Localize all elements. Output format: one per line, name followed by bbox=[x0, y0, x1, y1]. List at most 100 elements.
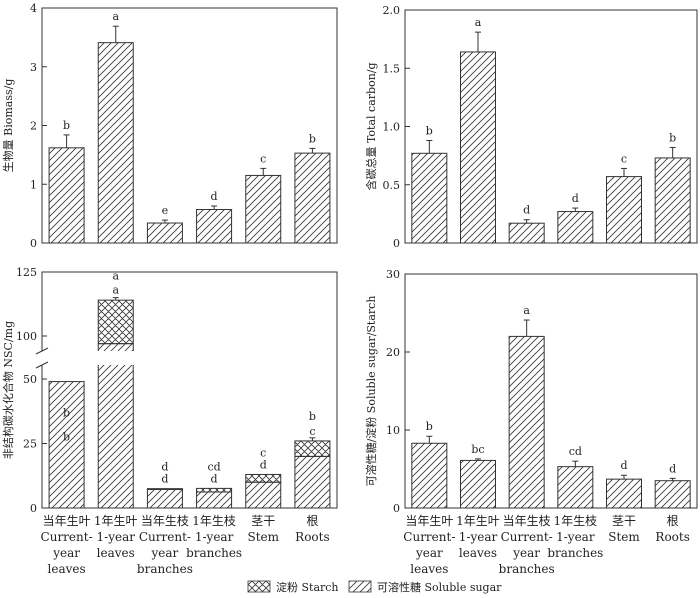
significance-letter: d bbox=[669, 462, 676, 475]
significance-letter-total: c bbox=[260, 446, 266, 459]
category-label: 1-year bbox=[556, 530, 595, 544]
category-label: Roots bbox=[295, 530, 329, 544]
significance-letter: b bbox=[309, 132, 316, 145]
category-label: year bbox=[415, 546, 443, 560]
y-tick-label: 25 bbox=[23, 438, 37, 451]
category-label: 茎干 bbox=[251, 514, 275, 528]
y-tick-label: 50 bbox=[23, 373, 37, 386]
bar-break-gap bbox=[48, 351, 86, 365]
bar bbox=[508, 335, 545, 509]
significance-letter: b bbox=[426, 420, 433, 433]
bar bbox=[606, 478, 642, 509]
significance-letter: a bbox=[475, 16, 482, 29]
y-axis-label: 生物量 Biomass/g bbox=[1, 79, 15, 173]
significance-letter: a bbox=[112, 10, 119, 23]
significance-letter-total: b bbox=[309, 410, 316, 423]
legend-starch-label: 淀粉 Starch bbox=[276, 580, 339, 594]
significance-letter-total: b bbox=[63, 407, 70, 420]
category-label: Current- bbox=[41, 530, 93, 544]
category-label: 1-year bbox=[97, 530, 136, 544]
category-label: year bbox=[52, 546, 80, 560]
y-axis-label: 非结构碳水化合物 NSC/mg bbox=[1, 321, 15, 459]
y-tick-label: 2.0 bbox=[383, 4, 401, 17]
significance-letter-sugar: a bbox=[112, 284, 119, 297]
bar-starch bbox=[245, 473, 282, 483]
legend-sugar-label: 可溶性糖 Soluble sugar bbox=[377, 580, 502, 594]
bar-break-gap bbox=[97, 351, 135, 365]
significance-letter-sugar: d bbox=[211, 472, 218, 485]
y-tick-label: 125 bbox=[16, 266, 37, 279]
bar-soluble-sugar bbox=[196, 491, 233, 509]
y-tick-label: 4 bbox=[30, 2, 37, 15]
category-label: 1-year bbox=[195, 530, 234, 544]
significance-letter-total: cd bbox=[207, 460, 220, 473]
significance-letter-sugar: c bbox=[309, 425, 315, 438]
plot-frame bbox=[404, 9, 698, 244]
bar bbox=[606, 176, 642, 244]
significance-letter: c bbox=[621, 152, 627, 165]
bar bbox=[508, 222, 545, 244]
category-label: 1-year bbox=[459, 530, 498, 544]
bar-starch bbox=[294, 440, 331, 457]
bar-soluble-sugar bbox=[97, 343, 134, 509]
category-label: 1年生枝 bbox=[554, 513, 598, 528]
bar-starch bbox=[97, 299, 134, 345]
y-tick-label: 1 bbox=[30, 178, 37, 191]
bar-starch bbox=[196, 487, 233, 493]
significance-letter: b bbox=[63, 119, 70, 132]
category-label: 当年生叶 bbox=[43, 514, 91, 528]
y-tick-label: 0.5 bbox=[383, 179, 401, 192]
y-tick-label: 10 bbox=[386, 424, 400, 437]
category-label: Current- bbox=[139, 530, 191, 544]
bar bbox=[654, 480, 691, 509]
y-tick-label: 1.5 bbox=[383, 62, 401, 75]
bar bbox=[411, 152, 448, 244]
significance-letter: bc bbox=[471, 443, 484, 456]
y-axis-label: 可溶性糖/淀粉 Soluble sugar/Starch bbox=[364, 296, 378, 487]
significance-letter: c bbox=[260, 152, 266, 165]
bar bbox=[146, 222, 183, 244]
plot-frame bbox=[41, 7, 338, 244]
plot-frame bbox=[404, 273, 698, 509]
significance-letter: d bbox=[620, 459, 627, 472]
significance-letter: a bbox=[523, 304, 530, 317]
significance-letter: e bbox=[162, 204, 169, 217]
category-label: 1年生枝 bbox=[192, 513, 236, 528]
bar bbox=[557, 211, 594, 244]
category-label: leaves bbox=[97, 546, 135, 560]
significance-letter: b bbox=[426, 124, 433, 137]
y-tick-label: 1.0 bbox=[383, 121, 401, 134]
significance-letter: d bbox=[572, 192, 579, 205]
y-tick-label: 3 bbox=[30, 61, 37, 74]
y-tick-label: 30 bbox=[386, 268, 400, 281]
bar bbox=[411, 442, 448, 509]
category-label: 当年生叶 bbox=[405, 514, 453, 528]
significance-letter-total: a bbox=[112, 270, 119, 283]
y-tick-label: 0 bbox=[393, 237, 400, 250]
category-label: Roots bbox=[655, 530, 689, 544]
total-carbon-chart: 0 0.5 1.0 1.5 2.0 含碳总量 Total carbon/g b a d d c b bbox=[364, 4, 698, 250]
significance-letter: cd bbox=[569, 445, 582, 458]
category-label: Current- bbox=[403, 530, 455, 544]
bar-starch bbox=[146, 488, 183, 490]
axis-break-mark bbox=[35, 347, 49, 355]
legend-sugar-swatch bbox=[348, 580, 372, 593]
axis-break-mark bbox=[35, 361, 49, 369]
sugar-starch-ratio-chart: 0 10 20 30 可溶性糖/淀粉 Soluble sugar/Starch b bc a c… bbox=[364, 268, 698, 576]
category-label: year bbox=[512, 546, 540, 560]
category-label: 根 bbox=[667, 514, 679, 528]
category-label: 当年生枝 bbox=[141, 513, 189, 528]
significance-letter-sugar: d bbox=[161, 473, 168, 486]
category-label: 茎干 bbox=[612, 514, 636, 528]
bar bbox=[48, 147, 85, 244]
bar bbox=[245, 174, 282, 244]
significance-letter: d bbox=[523, 204, 530, 217]
category-label: branches bbox=[547, 546, 603, 560]
significance-letter: b bbox=[669, 131, 676, 144]
bar-soluble-sugar bbox=[245, 481, 282, 509]
category-label: Stem bbox=[247, 530, 279, 544]
biomass-chart: 0 1 2 3 4 生物量 Biomass/g b a e d c b bbox=[1, 2, 338, 250]
plot-frame bbox=[41, 271, 338, 509]
